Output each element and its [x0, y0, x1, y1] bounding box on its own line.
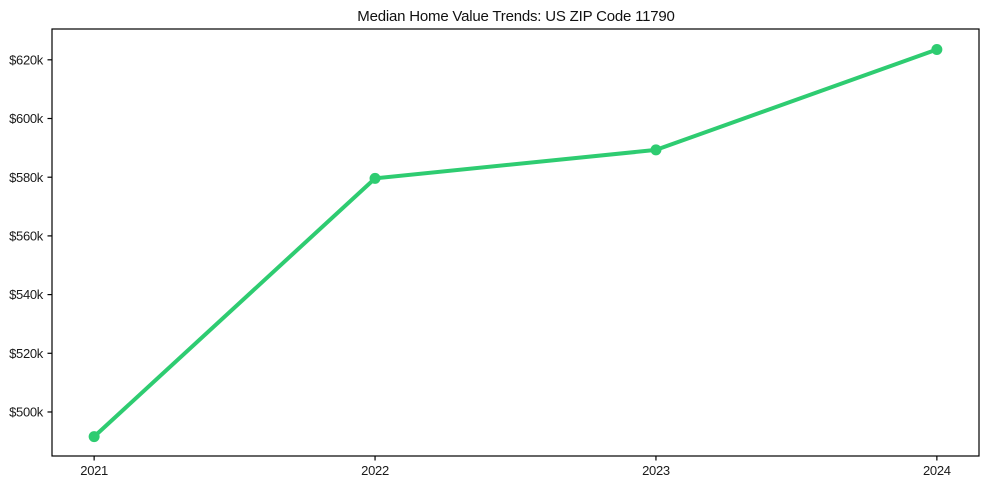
y-tick-label: $560k [9, 228, 44, 243]
x-tick-label: 2024 [923, 463, 951, 478]
data-point-marker [88, 431, 100, 443]
x-tick-label: 2023 [642, 463, 670, 478]
chart-title: Median Home Value Trends: US ZIP Code 11… [357, 8, 675, 25]
y-tick-label: $620k [9, 52, 44, 67]
x-tick-label: 2022 [361, 463, 389, 478]
y-tick-label: $500k [9, 405, 44, 420]
x-tick-label: 2021 [80, 463, 108, 478]
data-point-marker [650, 144, 662, 156]
plot-border [51, 28, 980, 457]
data-point-marker [369, 172, 381, 184]
trend-line [92, 47, 939, 439]
y-tick-label: $520k [9, 346, 44, 361]
data-point-marker [931, 44, 943, 56]
y-tick-label: $580k [9, 170, 44, 185]
y-tick-label: $540k [9, 287, 44, 302]
y-tick-label: $600k [9, 111, 44, 126]
